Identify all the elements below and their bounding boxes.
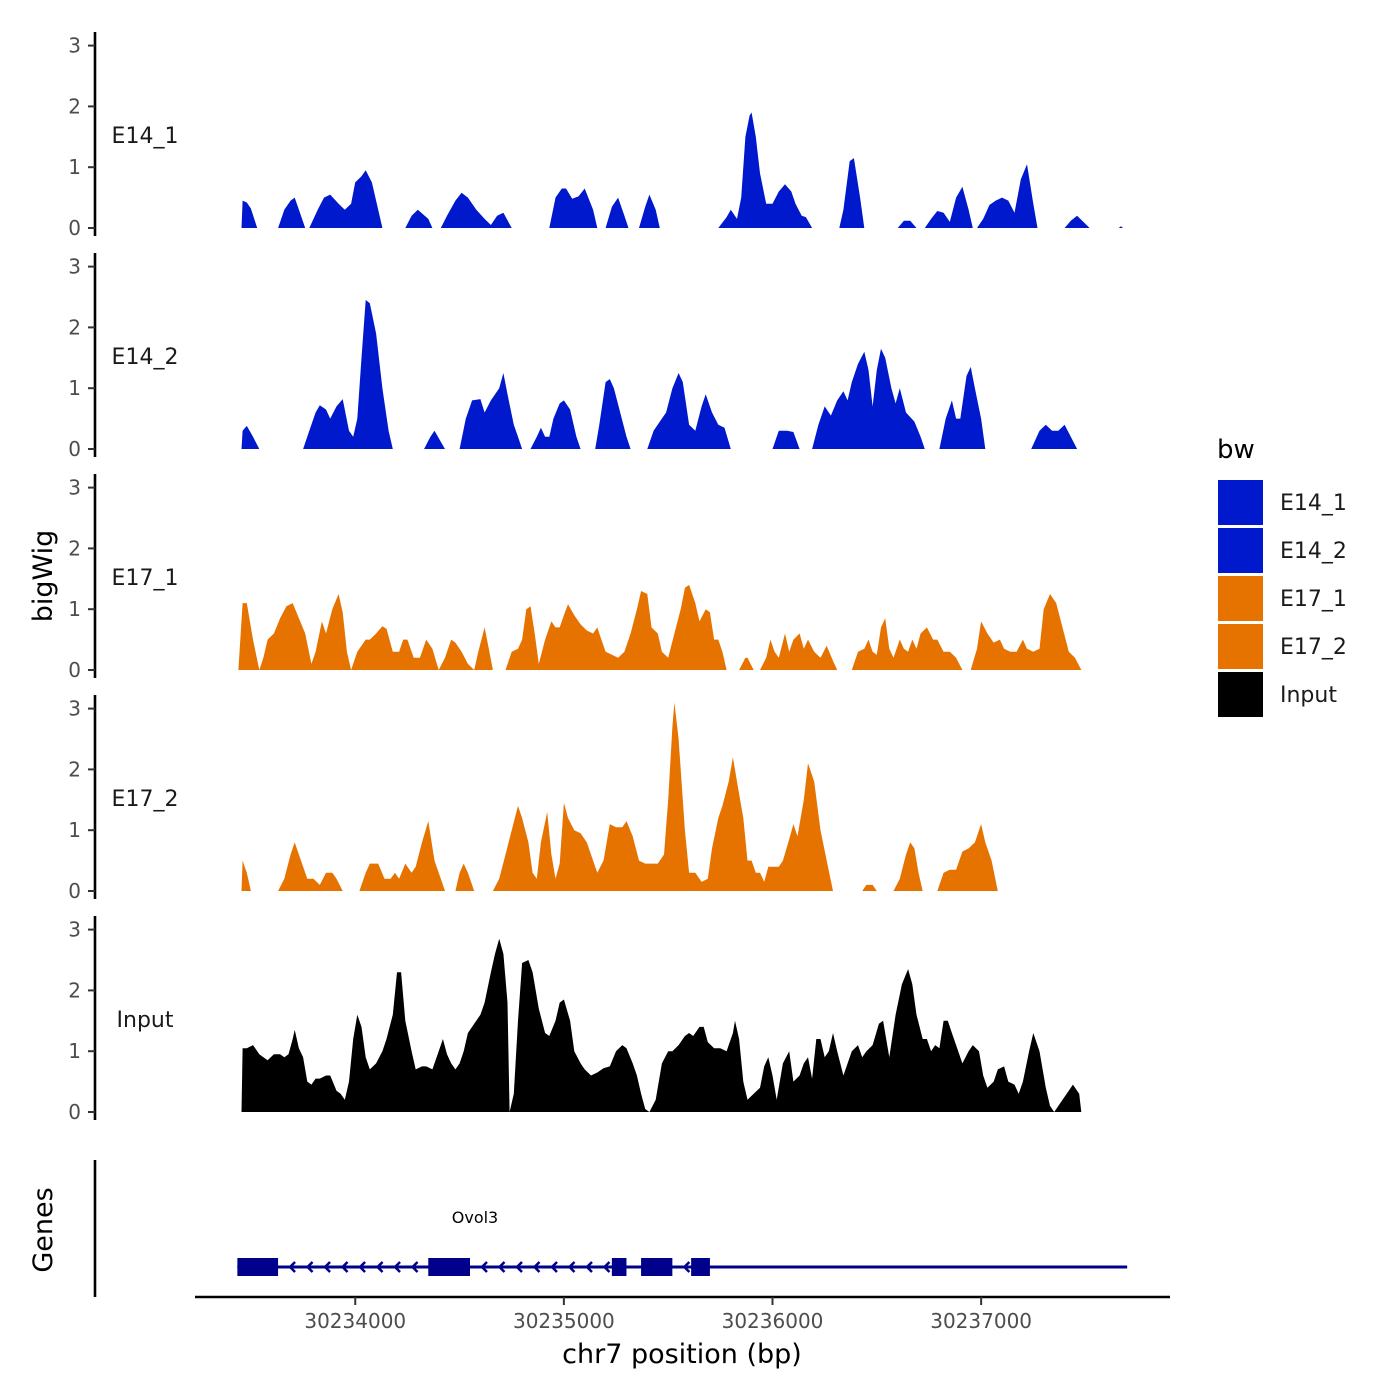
legend-label: E17_2 [1280, 635, 1347, 660]
track-e14-2: 0 1 2 3 E14_2 [68, 253, 1078, 461]
strand-arrow [532, 1261, 541, 1273]
track-label: E17_1 [112, 566, 179, 591]
y-tick-label: 3 [68, 697, 81, 721]
y-tick-label: 0 [68, 879, 81, 903]
y-tick-label: 0 [68, 658, 81, 682]
y-tick-label: 2 [68, 978, 81, 1002]
y-tick-label: 2 [68, 757, 81, 781]
coverage-area-e14-2 [241, 300, 1078, 449]
coverage-area-e17-1 [238, 584, 1082, 670]
x-tick-label: 30234000 [304, 1309, 406, 1333]
legend-swatch [1218, 576, 1263, 621]
track-label: E17_2 [112, 787, 179, 812]
track-label: Input [117, 1008, 174, 1033]
gene-name-label: Ovol3 [452, 1208, 498, 1227]
y-tick-label: 0 [68, 437, 81, 461]
track-label: E14_2 [112, 345, 179, 370]
y-tick-label: 0 [68, 1100, 81, 1124]
track-label: E14_1 [112, 124, 179, 149]
gene-track: Genes Ovol3 [28, 1160, 1128, 1297]
x-tick-label: 30237000 [930, 1309, 1032, 1333]
y-axis-title: bigWig [28, 530, 59, 623]
y-tick-label: 3 [68, 476, 81, 500]
track-e17-1: 0 1 2 3 E17_1 [68, 474, 1082, 682]
strand-arrow [375, 1261, 384, 1273]
y-tick-label: 1 [68, 155, 81, 179]
x-tick-label: 30235000 [513, 1309, 615, 1333]
strand-arrow [515, 1261, 523, 1273]
gene-exon [611, 1258, 627, 1276]
track-e14-1: 0 1 2 3 E14_1 [68, 32, 1123, 240]
y-tick-label: 1 [68, 597, 81, 621]
gene-exon [641, 1258, 673, 1276]
y-tick-label: 1 [68, 376, 81, 400]
x-axis-title: chr7 position (bp) [562, 1339, 802, 1370]
y-tick-label: 2 [68, 315, 81, 339]
strand-arrow [550, 1261, 558, 1273]
legend-swatch [1218, 672, 1263, 717]
y-tick-label: 2 [68, 94, 81, 118]
legend-item: E14_1 [1218, 480, 1347, 525]
coverage-area-e14-1 [241, 112, 1123, 228]
strand-arrow [410, 1261, 419, 1273]
coverage-area-input [241, 938, 1082, 1112]
y-tick-label: 0 [68, 216, 81, 240]
y-tick-label: 3 [68, 255, 81, 279]
gene-exon [428, 1258, 470, 1276]
strand-arrow [393, 1261, 401, 1273]
y-tick-label: 2 [68, 536, 81, 560]
track-e17-2: 0 1 2 3 E17_2 [68, 695, 998, 903]
genes-axis-title: Genes [28, 1187, 59, 1272]
x-tick-label: 30236000 [722, 1309, 824, 1333]
legend-label: E14_2 [1280, 539, 1347, 564]
legend-item: E17_1 [1218, 576, 1347, 621]
strand-arrow [585, 1261, 593, 1273]
y-tick-label: 3 [68, 918, 81, 942]
strand-arrow [340, 1261, 349, 1273]
legend-swatch [1218, 480, 1263, 525]
strand-arrow [305, 1261, 314, 1273]
track-input: 0 1 2 3 Input [68, 916, 1082, 1124]
strand-arrow [567, 1261, 576, 1273]
legend-item: E14_2 [1218, 528, 1347, 573]
y-tick-label: 3 [68, 34, 81, 58]
legend: bw E14_1 E14_2 E17_1 E17_2 Input [1217, 435, 1347, 717]
coverage-area-e17-2 [241, 702, 998, 891]
strand-arrow [602, 1261, 611, 1273]
legend-swatch [1218, 624, 1263, 669]
legend-swatch [1218, 528, 1263, 573]
y-tick-label: 1 [68, 1039, 81, 1063]
legend-item: E17_2 [1218, 624, 1347, 669]
legend-label: E17_1 [1280, 587, 1347, 612]
strand-arrow [682, 1261, 691, 1273]
legend-label: Input [1280, 683, 1337, 708]
gene-model: Ovol3 [237, 1208, 1128, 1276]
strand-arrow [358, 1261, 366, 1273]
x-axis: 30234000 30235000 30236000 30237000 [195, 1295, 1170, 1333]
strand-arrow [497, 1261, 506, 1273]
y-tick-label: 1 [68, 818, 81, 842]
legend-title: bw [1217, 435, 1255, 465]
strand-arrow [480, 1261, 488, 1273]
strand-arrow [323, 1261, 331, 1273]
legend-item: Input [1218, 672, 1337, 717]
coverage-tracks: 0 1 2 3 E14_1 0 1 2 3 E14_2 0 1 2 3 E17_1 0 1 2 3 E17_2 0 1 2 3… [68, 32, 1123, 1124]
strand-arrow [288, 1261, 296, 1273]
gene-exon [237, 1258, 279, 1276]
legend-label: E14_1 [1280, 491, 1347, 516]
gene-exon [691, 1258, 710, 1276]
